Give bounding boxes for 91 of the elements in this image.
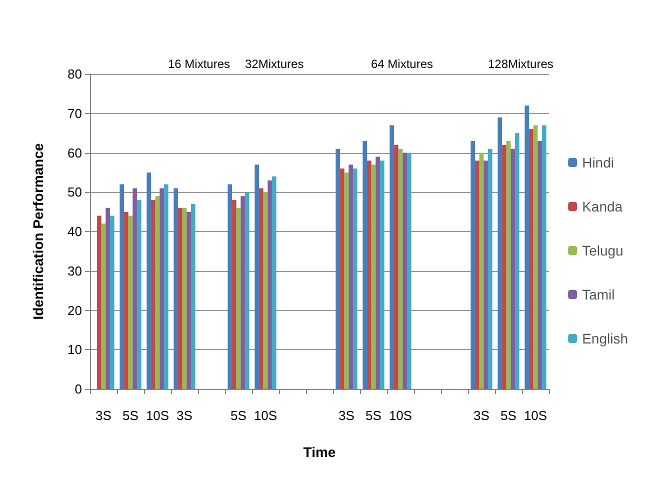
- x-tick-label: 3S: [338, 408, 355, 423]
- bar: [498, 117, 502, 389]
- bar: [352, 168, 358, 389]
- bar: [244, 192, 250, 389]
- bar: [151, 200, 156, 389]
- bar: [101, 224, 106, 389]
- bar: [533, 125, 538, 389]
- bar: [120, 184, 124, 389]
- bar: [174, 188, 178, 389]
- bar: [479, 152, 484, 389]
- bar: [529, 129, 534, 389]
- bar: [348, 164, 353, 389]
- y-tick-label: 10: [68, 342, 82, 358]
- bar: [510, 148, 515, 389]
- bar: [506, 140, 511, 389]
- x-tick-label: 10S: [254, 408, 278, 423]
- bar: [524, 106, 530, 389]
- bar: [394, 144, 398, 389]
- x-tick-label: 10S: [388, 408, 412, 423]
- text: 16 Mixtures: [168, 57, 230, 71]
- y-tick-label: 30: [68, 263, 82, 278]
- bar: [190, 204, 196, 389]
- x-tick-label: 10S: [524, 408, 548, 423]
- bar: [146, 172, 152, 389]
- y-tick-label: 80: [68, 66, 82, 82]
- bar: [124, 212, 128, 389]
- bar: [538, 140, 542, 389]
- bar: [186, 212, 191, 389]
- x-tick-label: 3S: [176, 408, 193, 423]
- bar: [344, 172, 349, 389]
- x-tick-label: 3S: [474, 408, 490, 423]
- bar: [367, 160, 372, 389]
- bar: [259, 188, 264, 389]
- x-tick-label: 10S: [146, 408, 170, 423]
- y-tick-label: 40: [68, 224, 82, 239]
- bar: [376, 156, 380, 389]
- legend-label: English: [582, 330, 628, 346]
- text: 32Mixtures: [245, 57, 304, 71]
- bar: [484, 160, 488, 389]
- bar: [155, 196, 160, 389]
- x-tick-label: 5S: [500, 408, 517, 423]
- bar: [502, 144, 506, 389]
- bar: [236, 208, 241, 389]
- text: 64 Mixtures: [371, 57, 434, 71]
- bar: [390, 125, 394, 389]
- bar: [336, 148, 340, 389]
- legend-label: Telugu: [582, 242, 624, 258]
- bar: [402, 152, 407, 389]
- legend-label: Kanda: [582, 198, 623, 214]
- bar: [136, 200, 142, 389]
- bar: [362, 140, 368, 389]
- bar: [263, 192, 268, 389]
- bar: [470, 140, 476, 389]
- bar: [514, 133, 520, 389]
- bar: [272, 176, 276, 389]
- bar: [128, 216, 133, 389]
- bar: [106, 208, 110, 389]
- y-tick-label: 20: [68, 302, 82, 318]
- bar: [268, 180, 272, 389]
- bar: [97, 216, 102, 389]
- text: 128Mixtures: [488, 57, 554, 71]
- y-tick-label: 60: [68, 145, 82, 160]
- x-tick-label: 5S: [230, 408, 247, 423]
- y-tick-label: 70: [68, 106, 82, 121]
- bar: [160, 188, 164, 389]
- bar: [406, 152, 412, 389]
- bar: [340, 168, 344, 389]
- legend-label: Hindi: [582, 154, 614, 170]
- bar: [182, 208, 187, 389]
- y-tick-label: 0: [74, 382, 82, 396]
- bar: [475, 160, 480, 389]
- y-axis-title: Identification Performance: [30, 142, 46, 320]
- bar: [132, 188, 137, 389]
- bar: [164, 184, 168, 389]
- x-tick-label: 3S: [96, 408, 112, 423]
- bar: [240, 196, 245, 389]
- y-tick-label: 50: [68, 184, 82, 200]
- bar: [228, 184, 232, 389]
- bar: [380, 160, 384, 389]
- bar: [178, 208, 182, 389]
- bar: [542, 125, 546, 389]
- bar: [488, 148, 492, 389]
- x-tick-label: 5S: [366, 408, 382, 423]
- bar: [232, 200, 236, 389]
- x-tick-label: 5S: [122, 408, 139, 423]
- bar: [398, 148, 403, 389]
- legend-label: Tamil: [582, 286, 615, 302]
- bar: [371, 164, 376, 389]
- bar: [254, 164, 260, 389]
- bar: [110, 216, 114, 389]
- x-axis-title: Time: [303, 444, 336, 460]
